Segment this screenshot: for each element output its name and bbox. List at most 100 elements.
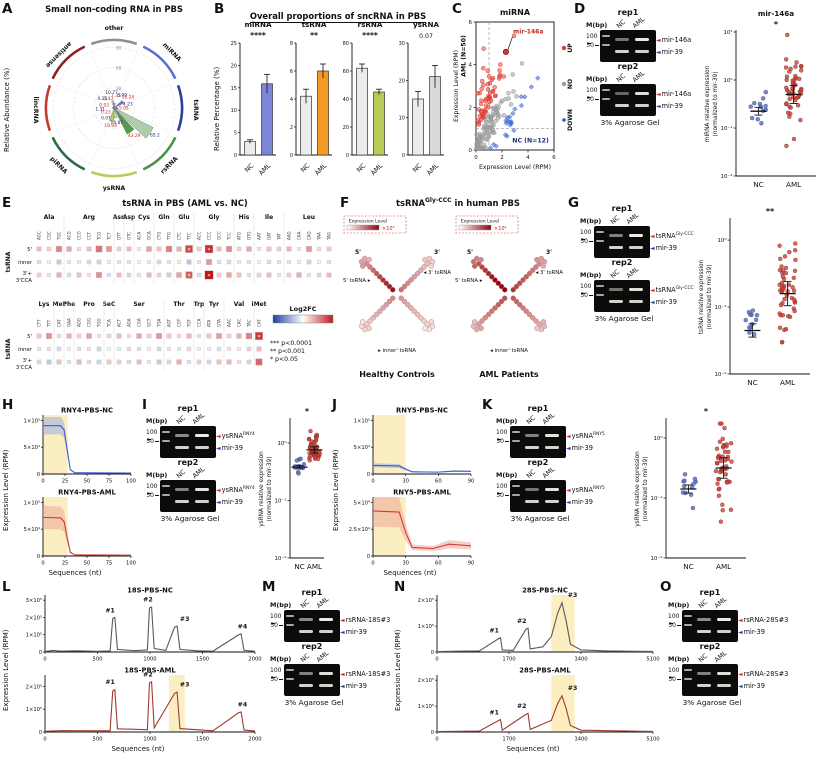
dot-aml [777,311,782,316]
nucleotide-circle [411,308,418,315]
band-annotation-ysRNA: ◄ysRNARNY5 [566,432,605,440]
lane-label-row: M(bp) NC AML [270,649,378,664]
codon-label-GTG: GTG [247,232,252,241]
value-aml-other: 7.35 [111,93,121,99]
panel-l: L Expression Level (RPM) 3×10⁵ 2×10⁵ 1×10⁵… [2,579,262,758]
scale-box [455,215,519,234]
gel-band-ysRNA [545,433,559,438]
band-label-base: mir-146a [661,35,692,44]
heat-cell [137,260,141,264]
dot-nc [754,313,760,318]
value-aml-antisense: 0.43 [103,96,113,102]
x-cat-label-aml: AML [716,562,731,571]
marker-lane-label: M(bp) [586,75,608,83]
marker-value-50: 50 [586,96,599,103]
gel-band-rsRNA-28S#3 [697,617,711,622]
gel-band-ysRNA [195,433,209,438]
band-label-base: ysRNA [221,431,243,440]
bar-chart-rsrna: rsRNA **** 0 20 40 60 80 NC AML [343,20,388,177]
heat-cell [266,272,272,278]
heat-cell [67,260,71,264]
marker-value-50: 50 [146,438,159,445]
x-cat-label-aml: AML [780,378,795,387]
band-annotation-column: ◄rsRNA-18S#3 ◄mir-39 [340,664,390,696]
lane-label-nc: NC [614,17,628,30]
band-annotation-mir-39: ◄mir-39 [340,628,367,636]
dot-aml [799,68,804,73]
point-no [491,122,496,128]
y-tick-label: 10⁻² [715,371,727,378]
dotplot-ylabel-1: miRNA relative expression [705,65,711,142]
marker-lane-label: M(bp) [270,655,292,663]
bar-NC [412,98,424,156]
x-cat-label: NC [355,161,368,174]
nucleotide-circle [401,298,408,305]
heat-cell [196,246,202,252]
dot-aml [788,66,793,71]
lane-label-row: M(bp) NC AML [496,411,604,426]
line-rny5-nc: 1×10⁵ 5×10⁴ 00 30 60 90 RNY5-PBS-NC [354,407,475,485]
peak-label-1: #1 [105,679,115,686]
dot-aml [724,442,729,447]
line-rny4-aml: 1×10⁵ 5×10⁴ 00 25 50 75 100 RNY4-PBS-AML [24,489,136,567]
panel-j: J Expression Level (RPM) 1×10⁵ 5×10⁴ 0 0 30 6… [332,397,480,580]
expression-line [42,516,132,556]
marker-value-100: 100 [668,667,681,681]
value-nc-rsRNA: 65.2 [150,133,160,139]
y-tick-label: 0 [402,153,405,159]
gel-ysrna-rny5: rep1 M(bp) NC AML 100 50 ◄ysRNARNY5 ◄mir-39 rep2… [496,404,605,523]
peak-label-1: #1 [489,709,499,716]
codon-label-CGG: CGG [87,318,92,327]
y-tick-label: 0 [37,472,40,478]
lane-label-nc: NC [696,651,710,664]
plot-title: RNY5-PBS-NC [396,407,448,415]
dot-nc [294,458,300,463]
marker-column: 100 50 [146,480,160,512]
amino-label-Glu: Glu [178,214,189,221]
dot-aml [314,436,319,441]
gel-band-rsRNA-28S#3 [717,617,731,622]
nucleotide-circle [367,264,373,270]
nucleotide-circle [485,270,492,277]
marker-column: 100 50 [496,426,510,458]
significance-legend: *** p<0.0001 ** p<0.001 * p<0.05 [270,340,312,364]
point-up [493,93,498,98]
heat-cell [66,359,72,365]
heat-cell [167,347,171,351]
gel-replicate-rep1: rep1 M(bp) NC AML 100 50 ◄ysRNARNY5 ◄mir-39 [496,404,605,458]
heat-cell [226,333,232,339]
heat-cell [117,260,121,264]
codon-label-AGT: AGT [167,318,172,327]
row-label-3cca: 3'CCA [16,365,32,371]
point-no [511,89,516,94]
heat-cell [206,259,212,265]
plot-title: 18S-PBS-AML [124,667,176,675]
dot-aml [714,446,720,451]
heat-cell [186,346,192,352]
marker-dash [155,441,159,442]
dot-aml [784,74,790,79]
heat-cell [256,346,262,352]
dot-aml [716,477,722,482]
nucleotide-circle [536,260,543,267]
panel-k-label: K [482,397,493,413]
heat-cell [95,245,103,253]
y-tick-label: 2.5×10⁴ [349,527,370,533]
panel-l-ylabel: Expression Level (RPM) [2,629,10,711]
gel-row: 100 50 ◄ysRNARNY4 ◄mir-39 [146,426,255,458]
y-tick-label: 0 [431,650,434,656]
y-tick-label: 20 [231,63,237,69]
y-tick-label: 8 [290,41,293,47]
y-tick-label: 10⁰ [277,440,286,447]
annotation-arrow [507,36,513,50]
codon-label-GCA: GCA [147,231,152,240]
gel-image [682,664,738,696]
marker-band [162,440,170,442]
marker-band [684,669,692,671]
y-tick-label: 5×10⁴ [24,527,40,533]
end-label-5prime: 5' [467,249,473,256]
heat-cell [216,346,222,352]
heat-cell [206,359,212,365]
heat-cell [177,347,181,351]
